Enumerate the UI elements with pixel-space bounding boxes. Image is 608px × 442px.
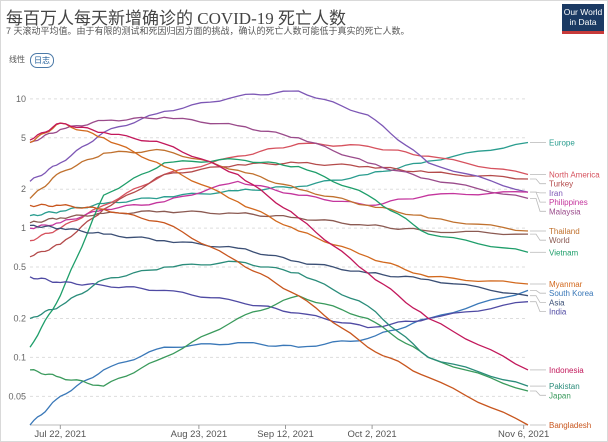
label-connector bbox=[530, 301, 546, 312]
x-axis-ticks: Jul 22, 2021 Aug 23, 2021 Sep 12, 2021 Oct … bbox=[34, 425, 549, 440]
chart-subtitle: 7 天滚动平均值。由于有限的测试和死因归因方面的挑战，确认的死亡人数可能低于真实… bbox=[6, 26, 410, 36]
series-label: India bbox=[549, 308, 567, 317]
series-label: Thailand bbox=[549, 227, 580, 236]
y-tick-label: 0.1 bbox=[13, 352, 26, 362]
series-line-turkey bbox=[29, 161, 529, 258]
series-label: South Korea bbox=[549, 289, 594, 298]
series-label: Europe bbox=[549, 138, 575, 147]
series-lines bbox=[29, 90, 529, 426]
series-line-japan bbox=[29, 295, 529, 392]
series-line-myanmar bbox=[29, 122, 529, 285]
series-line-world bbox=[29, 210, 529, 236]
logo-line-2: in Data bbox=[569, 17, 597, 27]
label-connector bbox=[530, 233, 546, 241]
series-line-thailand bbox=[29, 148, 529, 232]
label-connector bbox=[530, 178, 546, 185]
series-line-asia bbox=[29, 224, 529, 297]
x-tick-label: Aug 23, 2021 bbox=[171, 429, 228, 440]
series-line-india bbox=[29, 276, 529, 329]
series-label: Philippines bbox=[549, 198, 588, 207]
label-connector bbox=[530, 390, 546, 396]
label-connector bbox=[530, 290, 546, 294]
series-label: Malaysia bbox=[549, 207, 581, 216]
y-tick-label: 0.05 bbox=[8, 391, 26, 401]
y-axis-ticks: 10 5 2 1 0.5 0.2 0.1 0.05 bbox=[8, 94, 26, 401]
y-tick-label: 0.2 bbox=[13, 314, 26, 324]
label-connector bbox=[530, 198, 546, 212]
chart-title: 每百万人每天新增确诊的 COVID-19 死亡人数 bbox=[6, 9, 346, 28]
y-tick-label: 0.5 bbox=[13, 262, 26, 272]
series-line-philippines bbox=[29, 180, 529, 230]
gridlines bbox=[30, 98, 528, 426]
logo-accent-bar bbox=[562, 31, 604, 34]
series-line-iran bbox=[29, 90, 529, 193]
series-line-north-america bbox=[29, 142, 529, 242]
label-connector bbox=[530, 295, 546, 303]
series-label: Turkey bbox=[549, 180, 573, 189]
series-line-indonesia bbox=[29, 122, 529, 371]
series-label: Japan bbox=[549, 391, 571, 400]
logo-line-1: Our World bbox=[563, 7, 603, 17]
series-label: Asia bbox=[549, 298, 565, 307]
x-tick-label: Oct 2, 2021 bbox=[348, 429, 397, 440]
series-line-malaysia bbox=[29, 116, 529, 200]
y-tick-label: 1 bbox=[21, 223, 26, 233]
series-line-bangladesh bbox=[29, 203, 529, 426]
series-label: Iran bbox=[549, 189, 563, 198]
y-tick-label: 2 bbox=[21, 184, 26, 194]
x-tick-label: Nov 6, 2021 bbox=[498, 429, 549, 440]
series-label: Pakistan bbox=[549, 382, 580, 391]
series-label: Indonesia bbox=[549, 366, 584, 375]
series-labels: Europe North AmericaTurkeyIranPhilippines… bbox=[530, 138, 600, 430]
x-tick-label: Sep 12, 2021 bbox=[257, 429, 314, 440]
x-tick-label: Jul 22, 2021 bbox=[34, 429, 86, 440]
linear-scale-toggle[interactable]: 线性 bbox=[9, 55, 25, 64]
y-tick-label: 5 bbox=[21, 133, 26, 143]
series-label: Vietnam bbox=[549, 248, 579, 257]
log-scale-toggle[interactable]: 日志 bbox=[30, 53, 54, 68]
series-line-south-korea bbox=[29, 289, 529, 426]
series-label: World bbox=[549, 236, 570, 245]
owid-logo[interactable]: Our World in Data bbox=[562, 4, 604, 34]
series-line-vietnam bbox=[29, 158, 529, 348]
y-tick-label: 10 bbox=[16, 94, 26, 104]
series-label: North America bbox=[549, 171, 600, 180]
series-label: Myanmar bbox=[549, 280, 583, 289]
label-connector bbox=[530, 191, 546, 203]
series-label: Bangladesh bbox=[549, 421, 591, 430]
